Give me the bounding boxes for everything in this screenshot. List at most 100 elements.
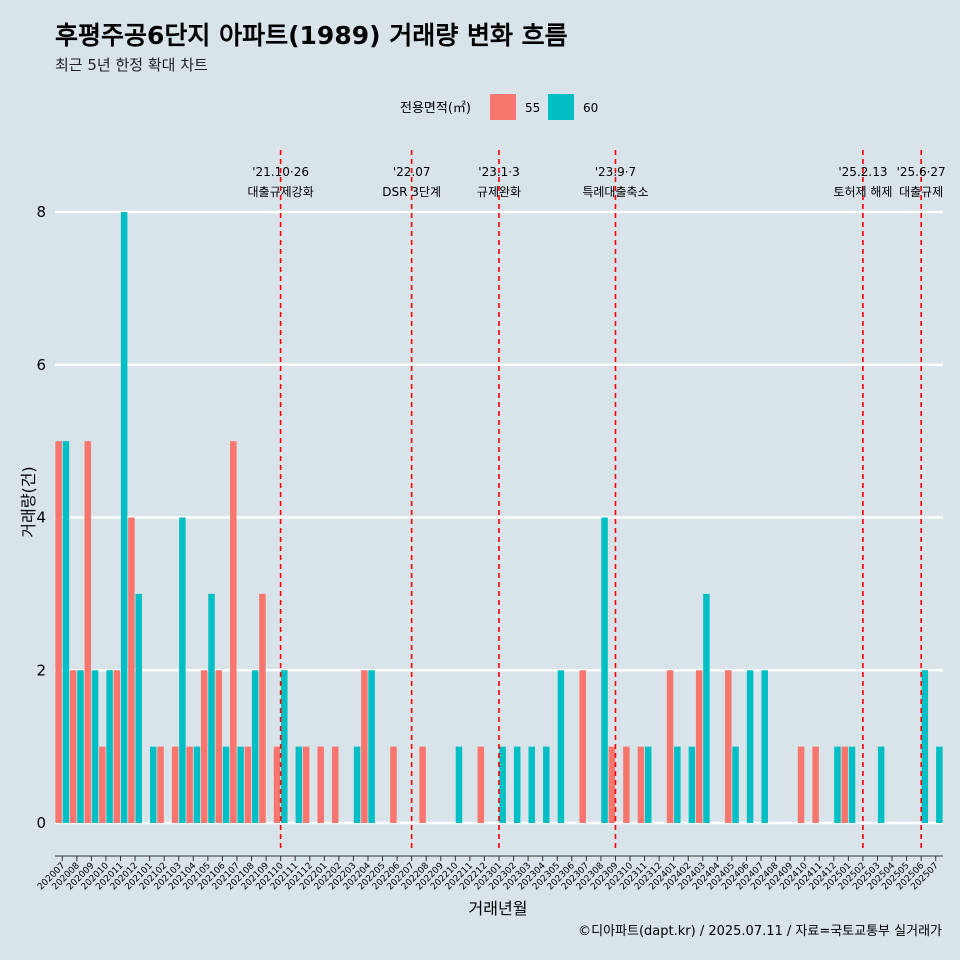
event-date-label: '25.6·27 [897, 165, 946, 179]
bar-55-202112 [302, 746, 310, 823]
bar-55-202501 [841, 746, 848, 823]
y-tick-label: 2 [36, 661, 46, 679]
x-axis: 2020072020082020092020102020112020122021… [36, 855, 943, 892]
bar-55-202109 [259, 593, 266, 823]
bar-55-202104 [186, 746, 193, 823]
event-date-label: '25.2.13 [838, 165, 887, 179]
bar-60-202011 [120, 212, 128, 823]
bar-60-202503 [877, 746, 885, 823]
event-annotations: '21.10·26 대출규제강화 '22.07 DSR 3단계 '23.1·3 규제완화 '… [248, 150, 946, 852]
event-text-label: 규제완화 [477, 185, 521, 199]
bar-55-202011 [113, 670, 121, 823]
bar-55-202311 [637, 746, 645, 823]
event-text-label: DSR 3단계 [382, 185, 441, 199]
bar-60-202101 [150, 746, 157, 823]
event-date-label: '22.07 [393, 165, 431, 179]
bar-55-202108 [244, 746, 252, 823]
bar-60-202501 [848, 746, 856, 823]
bar-55-202102 [157, 746, 164, 823]
bar-55-202309 [608, 746, 616, 823]
bar-60-202103 [179, 517, 186, 823]
bar-55-202403 [695, 670, 703, 823]
event-date-label: '21.10·26 [252, 165, 309, 179]
bar-55-202010 [99, 746, 106, 823]
bars [55, 212, 943, 823]
bar-60-202403 [703, 593, 710, 823]
bar-60-202301 [499, 746, 506, 823]
bar-60-202009 [91, 670, 99, 823]
bar-60-202104 [193, 746, 201, 823]
bar-55-202411 [812, 746, 819, 823]
legend: 전용면적(㎡) 55 60 [400, 94, 598, 120]
event-text-label: 토허제 해제 [833, 185, 892, 199]
bar-60-202507 [936, 746, 943, 823]
y-axis-ticks: 0 2 4 6 8 [36, 203, 46, 832]
bar-55-202007 [55, 441, 62, 823]
bar-60-202008 [77, 670, 84, 823]
y-tick-label: 4 [36, 509, 46, 527]
bar-55-202201 [317, 746, 324, 823]
event-text-label: 특례대출축소 [582, 185, 648, 199]
event-date-label: '23.9·7 [595, 165, 636, 179]
bar-55-202410 [797, 746, 805, 823]
bar-60-202210 [455, 746, 463, 823]
bar-55-202107 [230, 441, 237, 823]
bar-60-202303 [528, 746, 535, 823]
bar-55-202204 [361, 670, 368, 823]
bar-60-202311 [644, 746, 652, 823]
bar-60-202012 [135, 593, 142, 823]
legend-label-60: 60 [583, 101, 598, 115]
y-tick-label: 6 [36, 356, 46, 374]
y-tick-label: 8 [36, 203, 46, 221]
event-date-label: '23.1·3 [478, 165, 519, 179]
y-tick-label: 0 [36, 814, 46, 832]
bar-60-202308 [601, 517, 608, 823]
bar-60-202107 [237, 746, 244, 823]
chart-subtitle: 최근 5년 한정 확대 차트 [55, 56, 208, 74]
bar-60-202304 [543, 746, 550, 823]
bar-60-202010 [106, 670, 113, 823]
bar-55-202206 [390, 746, 397, 823]
bar-55-202212 [477, 746, 485, 823]
bar-55-202208 [419, 746, 426, 823]
bar-55-202009 [84, 441, 91, 823]
caption: ©디아파트(dapt.kr) / 2025.07.11 / 자료=국토교통부 실… [578, 924, 942, 939]
bar-60-202506 [921, 670, 929, 823]
bar-55-202310 [623, 746, 630, 823]
bar-55-202008 [69, 670, 77, 823]
event-text-label: 대출규제 [899, 185, 943, 199]
legend-swatch-55 [490, 94, 516, 120]
bar-60-202402 [688, 746, 696, 823]
bar-55-202012 [128, 517, 135, 823]
bar-60-202110 [281, 670, 288, 823]
bar-55-202103 [171, 746, 179, 823]
bar-55-202110 [273, 746, 281, 823]
bar-60-202105 [208, 593, 215, 823]
bar-60-202111 [295, 746, 303, 823]
event-text-label: 대출규제강화 [248, 185, 314, 199]
legend-title: 전용면적(㎡) [400, 101, 471, 116]
bar-55-202307 [579, 670, 586, 823]
bar-55-202105 [200, 670, 208, 823]
bar-60-202108 [251, 670, 259, 823]
bar-55-202405 [725, 670, 732, 823]
legend-swatch-60 [548, 94, 574, 120]
bar-60-202407 [761, 670, 768, 823]
bar-55-202401 [666, 670, 674, 823]
bar-60-202405 [732, 746, 739, 823]
bar-60-202412 [834, 746, 841, 823]
x-axis-title: 거래년월 [469, 899, 528, 918]
bar-60-202007 [62, 441, 70, 823]
bar-60-202401 [674, 746, 681, 823]
bar-60-202305 [557, 670, 565, 823]
y-axis-title: 거래량(건) [19, 466, 38, 537]
bar-60-202406 [746, 670, 754, 823]
bar-60-202302 [513, 746, 521, 823]
bar-60-202106 [222, 746, 230, 823]
bar-60-202204 [368, 670, 375, 823]
chart-title: 후평주공6단지 아파트(1989) 거래량 변화 흐름 [55, 21, 568, 50]
legend-label-55: 55 [525, 101, 540, 115]
bar-60-202203 [353, 746, 361, 823]
